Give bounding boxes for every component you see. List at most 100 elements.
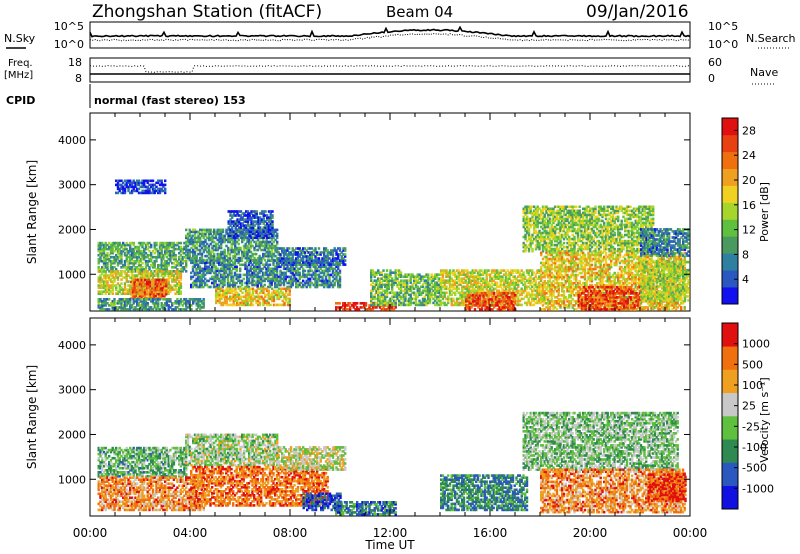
- data-cell: [265, 246, 268, 250]
- data-cell: [113, 257, 116, 261]
- data-cell: [171, 255, 174, 259]
- data-cell: [517, 271, 520, 274]
- data-cell: [161, 288, 164, 292]
- data-cell: [151, 266, 155, 269]
- data-cell: [157, 270, 160, 273]
- data-cell: [211, 269, 214, 273]
- data-cell: [178, 302, 181, 305]
- data-cell: [132, 259, 135, 263]
- data-cell: [109, 245, 113, 249]
- data-cell: [461, 291, 464, 295]
- data-cell: [447, 275, 450, 278]
- data-cell: [437, 295, 440, 299]
- data-cell: [269, 224, 272, 227]
- data-cell: [185, 250, 188, 254]
- data-cell: [370, 269, 373, 272]
- data-cell: [139, 243, 142, 247]
- data-cell: [108, 241, 111, 245]
- data-cell: [538, 281, 541, 284]
- data-cell: [420, 275, 423, 278]
- data-cell: [526, 209, 529, 213]
- data-cell: [330, 249, 333, 252]
- data-cell: [149, 294, 152, 298]
- data-cell: [220, 238, 223, 242]
- data-cell: [120, 259, 123, 263]
- data-cell: [239, 228, 243, 231]
- data-cell: [174, 300, 177, 303]
- data-cell: [163, 284, 166, 288]
- data-cell: [261, 273, 265, 277]
- data-cell: [286, 293, 290, 297]
- beam-label: Beam 04: [386, 3, 453, 21]
- data-cell: [487, 269, 490, 272]
- data-cell: [337, 281, 340, 285]
- data-cell: [242, 238, 246, 242]
- data-cell: [328, 257, 331, 260]
- data-cell: [174, 243, 177, 247]
- data-cell: [246, 277, 249, 281]
- data-cell: [455, 281, 459, 284]
- data-cell: [496, 285, 499, 289]
- data-cell: [529, 219, 532, 223]
- data-cell: [244, 287, 248, 291]
- data-cell: [232, 214, 236, 217]
- data-cell: [146, 264, 149, 267]
- data-cell: [448, 269, 452, 272]
- data-cell: [324, 279, 328, 283]
- data-cell: [129, 245, 132, 249]
- data-cell: [235, 232, 239, 236]
- data-cell: [267, 297, 270, 301]
- data-cell: [243, 295, 246, 299]
- data-cell: [262, 218, 265, 221]
- data-cell: [264, 224, 267, 227]
- data-cell: [229, 220, 232, 223]
- data-cell: [159, 288, 163, 292]
- data-cell: [337, 247, 340, 250]
- data-cell: [281, 281, 284, 285]
- data-cell: [504, 287, 508, 291]
- data-cell: [333, 277, 336, 281]
- data-cell: [162, 270, 165, 273]
- data-cell: [220, 252, 223, 256]
- data-cell: [246, 240, 249, 244]
- data-cell: [232, 261, 235, 265]
- data-cell: [411, 273, 414, 276]
- data-cell: [370, 279, 373, 282]
- data-cell: [260, 232, 264, 235]
- data-cell: [471, 285, 474, 289]
- data-cell: [125, 241, 128, 245]
- data-cell: [141, 243, 144, 247]
- data-cell: [102, 290, 106, 293]
- data-cell: [132, 308, 135, 311]
- data-cell: [520, 293, 523, 297]
- data-cell: [204, 261, 207, 265]
- data-cell: [275, 265, 279, 269]
- data-cell: [428, 293, 432, 297]
- data-cell: [256, 258, 260, 262]
- data-cell: [296, 247, 300, 250]
- data-cell: [207, 236, 211, 240]
- data-cell: [262, 240, 265, 244]
- data-cell: [328, 275, 331, 279]
- data-cell: [133, 278, 136, 282]
- data-cell: [127, 255, 130, 259]
- data-cell: [198, 267, 202, 271]
- data-cell: [248, 240, 251, 244]
- data-cell: [244, 301, 248, 305]
- data-cell: [302, 257, 305, 260]
- data-cell: [499, 279, 502, 282]
- data-cell: [246, 285, 249, 289]
- data-cell: [328, 269, 331, 273]
- data-cell: [293, 269, 296, 273]
- data-cell: [274, 246, 277, 250]
- data-cell: [258, 267, 261, 271]
- data-cell: [134, 274, 137, 277]
- data-cell: [473, 281, 476, 284]
- data-cell: [258, 271, 261, 275]
- data-cell: [223, 269, 226, 273]
- data-cell: [338, 285, 342, 289]
- data-cell: [231, 228, 234, 231]
- data-cell: [508, 296, 512, 299]
- data-cell: [265, 271, 268, 275]
- data-cell: [335, 259, 338, 262]
